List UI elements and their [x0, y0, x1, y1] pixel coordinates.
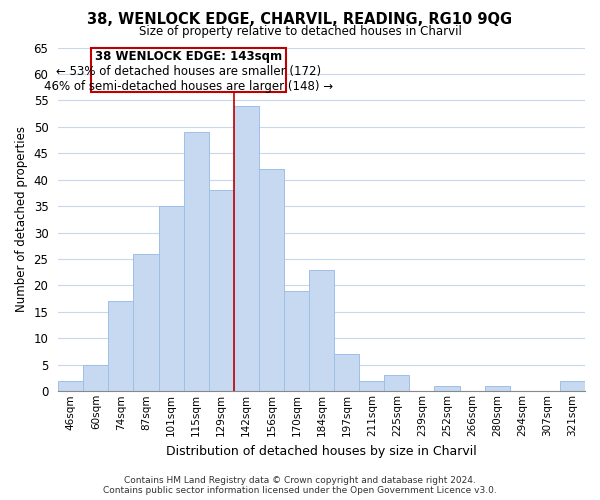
Text: ← 53% of detached houses are smaller (172): ← 53% of detached houses are smaller (17… — [56, 65, 321, 78]
Bar — [284, 291, 309, 392]
FancyBboxPatch shape — [91, 48, 286, 92]
Bar — [234, 106, 259, 392]
Bar — [485, 386, 510, 392]
Bar — [309, 270, 334, 392]
Bar — [434, 386, 460, 392]
Bar — [384, 376, 409, 392]
Bar — [109, 302, 133, 392]
Y-axis label: Number of detached properties: Number of detached properties — [15, 126, 28, 312]
Bar — [209, 190, 234, 392]
Bar — [259, 169, 284, 392]
Text: Contains public sector information licensed under the Open Government Licence v3: Contains public sector information licen… — [103, 486, 497, 495]
Text: 38, WENLOCK EDGE, CHARVIL, READING, RG10 9QG: 38, WENLOCK EDGE, CHARVIL, READING, RG10… — [88, 12, 512, 28]
Bar — [133, 254, 158, 392]
X-axis label: Distribution of detached houses by size in Charvil: Distribution of detached houses by size … — [166, 444, 477, 458]
Bar — [334, 354, 359, 392]
Bar — [83, 365, 109, 392]
Text: Size of property relative to detached houses in Charvil: Size of property relative to detached ho… — [139, 25, 461, 38]
Bar — [184, 132, 209, 392]
Bar — [359, 380, 384, 392]
Bar — [560, 380, 585, 392]
Bar — [158, 206, 184, 392]
Text: 46% of semi-detached houses are larger (148) →: 46% of semi-detached houses are larger (… — [44, 80, 333, 93]
Text: Contains HM Land Registry data © Crown copyright and database right 2024.: Contains HM Land Registry data © Crown c… — [124, 476, 476, 485]
Text: 38 WENLOCK EDGE: 143sqm: 38 WENLOCK EDGE: 143sqm — [95, 50, 282, 63]
Bar — [58, 380, 83, 392]
